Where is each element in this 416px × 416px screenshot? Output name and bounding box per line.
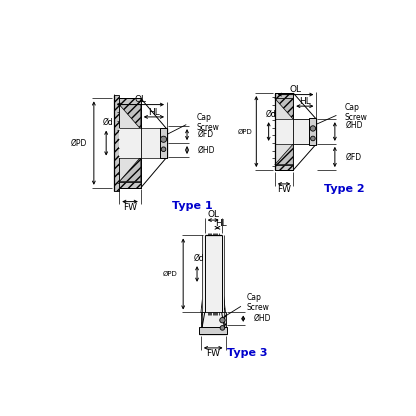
Polygon shape	[275, 144, 293, 165]
Text: Type 3: Type 3	[227, 348, 267, 358]
Bar	[203, 312, 224, 334]
Bar	[199, 327, 227, 334]
Polygon shape	[201, 235, 209, 312]
Circle shape	[220, 326, 225, 330]
Text: Ød: Ød	[193, 253, 204, 262]
Bar	[119, 99, 141, 104]
Bar	[119, 128, 141, 158]
Text: ØFD: ØFD	[198, 130, 214, 139]
Text: ØPD: ØPD	[238, 129, 253, 134]
Bar	[275, 93, 293, 99]
Bar	[141, 128, 167, 158]
Bar	[293, 119, 317, 144]
Text: Type 1: Type 1	[172, 201, 213, 211]
Polygon shape	[217, 235, 225, 312]
Bar	[203, 235, 224, 312]
Text: Type 2: Type 2	[324, 183, 365, 193]
Bar	[275, 93, 293, 170]
Text: OL: OL	[290, 85, 302, 94]
Bar	[119, 99, 141, 188]
Text: Ød: Ød	[103, 118, 114, 127]
Circle shape	[220, 317, 225, 323]
Bar	[119, 182, 141, 188]
Bar	[217, 235, 222, 312]
Text: ØHD: ØHD	[254, 314, 272, 323]
Bar	[275, 119, 293, 144]
Text: ØHD: ØHD	[198, 146, 215, 154]
Text: Ød: Ød	[265, 109, 276, 118]
Bar	[275, 165, 293, 170]
Text: FW: FW	[123, 203, 137, 211]
Text: FW: FW	[277, 185, 291, 194]
Text: OL: OL	[134, 95, 146, 104]
Bar	[310, 118, 317, 146]
Text: Cap
Screw: Cap Screw	[196, 113, 219, 132]
Bar	[205, 235, 222, 312]
Bar	[114, 95, 119, 191]
Text: Cap
Screw: Cap Screw	[345, 103, 368, 122]
Text: ØFD: ØFD	[346, 152, 362, 161]
Text: HL: HL	[299, 97, 311, 106]
Text: FW: FW	[206, 349, 220, 358]
Circle shape	[161, 136, 167, 142]
Circle shape	[311, 136, 315, 141]
Circle shape	[310, 126, 316, 131]
Circle shape	[161, 147, 166, 151]
Bar	[201, 312, 225, 334]
Text: OL: OL	[207, 210, 219, 219]
Text: Cap
Screw: Cap Screw	[246, 293, 269, 312]
Bar	[160, 128, 167, 158]
Bar	[205, 235, 209, 312]
Text: ØHD: ØHD	[346, 121, 363, 130]
Text: ØPD: ØPD	[71, 139, 87, 148]
Bar	[141, 129, 167, 157]
Polygon shape	[119, 104, 141, 129]
Polygon shape	[275, 99, 293, 119]
Text: HL: HL	[215, 219, 226, 228]
Bar	[293, 119, 317, 144]
Text: ØPD: ØPD	[162, 271, 177, 277]
Text: HL: HL	[148, 108, 160, 117]
Polygon shape	[119, 157, 141, 182]
